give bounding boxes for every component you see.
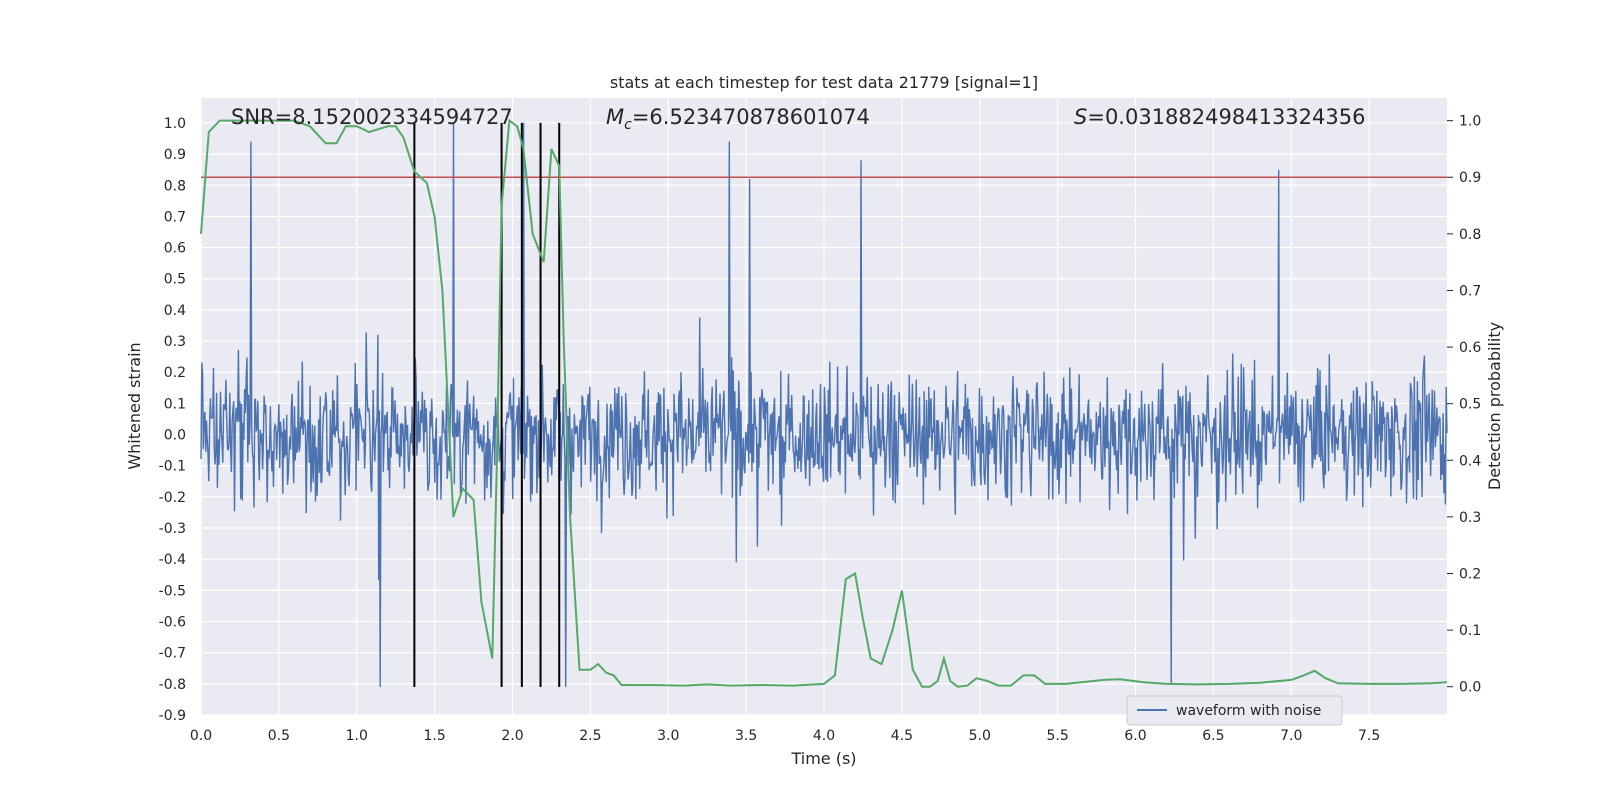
x-tick-label: 6.0 [1124,728,1146,744]
x-axis-label: Time (s) [790,749,856,768]
x-tick-label: 7.5 [1358,728,1380,744]
x-tick-label: 1.0 [346,728,368,744]
chirp-mass-annotation: Mc=6.523470878601074 [606,105,870,133]
x-tick-label: 1.5 [423,728,445,744]
x-tick-label: 0.5 [268,728,290,744]
chirp-mass-symbol: M [606,105,624,129]
left-y-tick-label: 1.0 [164,116,186,132]
chirp-mass-subscript: c [624,117,632,133]
right-y-tick-label: 0.8 [1459,227,1481,243]
x-tick-label: 5.5 [1046,728,1068,744]
x-tick-label: 4.0 [813,728,835,744]
left-y-tick-label: -0.4 [159,552,186,568]
x-tick-label: 3.0 [657,728,679,744]
x-tick-label: 6.5 [1202,728,1224,744]
chirp-mass-value: =6.523470878601074 [632,105,870,129]
x-tick-label: 4.5 [891,728,913,744]
left-y-tick-label: 0.2 [164,365,186,381]
snr-annotation: SNR=8.152002334594727 [231,105,513,129]
left-y-tick-label: -0.3 [159,521,186,537]
right-y-tick-label: 0.1 [1459,623,1481,639]
left-y-tick-label: 0.5 [164,272,186,288]
x-tick-label: 2.0 [501,728,523,744]
left-y-tick-label: 0.3 [164,334,186,350]
left-y-tick-label: -0.2 [159,490,186,506]
s-symbol: S [1074,105,1087,129]
right-y-tick-label: 0.0 [1459,680,1481,696]
s-annotation: S=0.031882498413324356 [1074,105,1365,129]
legend-box [1126,695,1343,726]
x-tick-label: 3.5 [735,728,757,744]
x-tick-label: 5.0 [969,728,991,744]
right-y-tick-label: 0.6 [1459,340,1481,356]
right-y-tick-label: 0.3 [1459,510,1481,526]
right-y-tick-label: 1.0 [1459,114,1481,130]
x-tick-label: 2.5 [579,728,601,744]
right-y-axis-ticks: 0.0 0.1 0.2 0.3 0.4 0.5 0.6 0.7 0.8 0.9 1.0 [1447,114,1481,696]
left-y-tick-label: -0.6 [159,615,186,631]
x-axis-ticks: 0.0 0.5 1.0 1.5 2.0 2.5 3.0 3.5 4.0 4.5 5.0 5.5 6.0 6… [190,728,1380,744]
left-y-axis-ticks: -0.9 -0.8 -0.7 -0.6 -0.5 -0.4 -0.3 -0.2 -0.1 0.0 0… [159,116,186,724]
x-tick-label: 7.0 [1280,728,1302,744]
chart-title: stats at each timestep for test data 217… [610,73,1038,92]
waveform-line [200,122,1448,688]
legend: waveform with noise [1126,695,1343,726]
s-value: =0.031882498413324356 [1087,105,1365,129]
detection-probability-line [200,118,1448,688]
left-y-tick-label: -0.5 [159,583,186,599]
left-y-tick-label: 0.1 [164,396,186,412]
legend-label: waveform with noise [1176,703,1321,719]
left-y-axis-label: Whitened strain [125,342,144,469]
right-y-tick-label: 0.2 [1459,566,1481,582]
left-y-tick-label: -0.9 [159,708,186,724]
right-y-tick-label: 0.9 [1459,170,1481,186]
left-y-tick-label: -0.7 [159,646,186,662]
left-y-tick-label: 0.9 [164,147,186,163]
left-y-tick-label: -0.1 [159,459,186,475]
left-y-tick-label: -0.8 [159,677,186,693]
left-y-tick-label: 0.7 [164,209,186,225]
x-tick-label: 0.0 [190,728,212,744]
left-y-tick-label: 0.4 [164,303,186,319]
waveform-series [200,122,1448,688]
right-y-axis-label: Detection probability [1485,322,1504,490]
right-y-tick-label: 0.4 [1459,453,1481,469]
right-y-tick-label: 0.5 [1459,397,1481,413]
left-y-tick-label: 0.0 [164,428,186,444]
left-y-tick-label: 0.6 [164,241,186,257]
left-y-tick-label: 0.8 [164,178,186,194]
right-y-tick-label: 0.7 [1459,283,1481,299]
